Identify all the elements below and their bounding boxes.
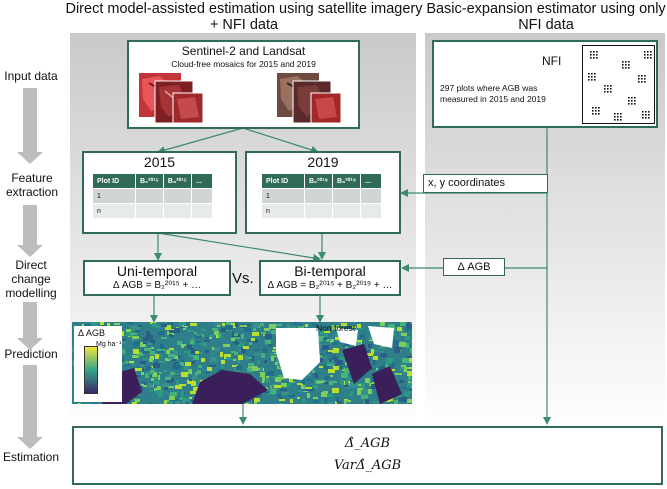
prediction-map: Δ AGB Mg ha⁻¹ Non forest [72,322,412,404]
stage-estimation: Estimation [2,450,60,464]
table-2015-header-plot-id: Plot ID [92,173,136,189]
delta-agb-label: Δ AGB [443,258,505,276]
stage-arrowhead-4 [17,437,43,449]
satellite-mosaic-2019-icon [277,73,342,124]
sentinel-landsat-box: Sentinel-2 and Landsat Cloud-free mosaic… [127,40,360,129]
table-2019-header-plot-id: Plot ID [261,173,305,189]
table-2019: Plot ID B₂²⁰¹⁹ B₃²⁰¹⁹ ... 1 n [261,173,383,219]
nfi-description: 297 plots where AGB was measured in 2015… [440,83,546,104]
agb-change-map-image [72,322,412,404]
stage-arrowhead-3 [17,338,43,350]
bi-temporal-formula: Δ AGB = B₂²⁰¹⁵ + B₂²⁰¹⁹ + … [267,280,393,291]
sentinel-title: Sentinel-2 and Landsat [181,44,306,58]
stage-input-data: Input data [4,69,58,83]
nfi-plot-grid-icon [582,45,655,124]
table-2019-header-b2: B₂²⁰¹⁹ [304,173,333,189]
stage-arrow-2 [23,205,37,245]
map-legend-unit: Mg ha⁻¹ [96,341,122,348]
versus-label: Vs. [232,270,254,287]
map-legend: Δ AGB Mg ha⁻¹ [74,326,122,402]
estimation-delta-agb: Δ̂_AGB [344,436,391,451]
stage-arrowhead-1 [17,152,43,164]
stage-arrow-1 [23,88,37,152]
nfi-box: NFI 297 plots where AGB was measured in … [432,40,658,128]
estimation-variance: VarΔ̂_AGB [333,458,402,473]
sentinel-subtitle: Cloud-free mosaics for 2015 and 2019 [171,59,316,69]
bi-temporal-title: Bi-temporal [294,263,366,279]
stage-arrow-3 [23,302,37,338]
table-2019-row-n: n [261,203,305,219]
table-2015-row-n: n [92,203,136,219]
stage-prediction: Prediction [4,347,58,361]
table-2015-header-more: ... [190,173,213,189]
table-2015: Plot ID B₂²⁰¹⁵ B₃²⁰¹⁵ ... 1 n [92,173,213,219]
stage-arrowhead-2 [17,245,43,257]
table-2015-year: 2015 [143,154,176,170]
stage-direct-change-modelling: Direct change modelling [5,258,57,300]
stage-feature-extraction: Feature extraction [5,171,59,199]
stage-arrow-4 [23,365,37,437]
table-2019-header-b3: B₃²⁰¹⁹ [331,173,362,189]
table-2019-row-1: 1 [261,188,305,204]
table-2015-header-b2: B₂²⁰¹⁵ [135,173,164,189]
uni-temporal-formula: Δ AGB = B₂²⁰¹⁵ + … [112,280,202,291]
bi-temporal-box: Bi-temporal Δ AGB = B₂²⁰¹⁵ + B₂²⁰¹⁹ + … [259,260,401,296]
table-2015-header-b3: B₃²⁰¹⁵ [162,173,192,189]
map-legend-colorbar [84,346,98,394]
satellite-mosaic-2015-icon [139,73,204,124]
table-2015-box: 2015 Plot ID B₂²⁰¹⁵ B₃²⁰¹⁵ ... 1 n [82,151,237,234]
right-header: Basic-expansion estimator using only NFI… [426,1,666,33]
uni-temporal-title: Uni-temporal [116,263,198,279]
left-header: Direct model-assisted estimation using s… [65,1,423,33]
table-2015-row-1: 1 [92,188,136,204]
map-legend-title: Δ AGB [78,328,106,338]
nfi-title: NFI [542,54,562,68]
table-2019-box: 2019 Plot ID B₂²⁰¹⁹ B₃²⁰¹⁹ ... 1 n [245,151,401,234]
uni-temporal-box: Uni-temporal Δ AGB = B₂²⁰¹⁵ + … [83,260,231,296]
table-2019-header-more: ... [360,173,383,189]
table-2019-year: 2019 [307,154,339,170]
estimation-box: Δ̂_AGB VarΔ̂_AGB [72,426,663,485]
non-forest-label: Non forest [316,323,356,333]
xy-coordinates-label: x, y coordinates [423,174,548,193]
